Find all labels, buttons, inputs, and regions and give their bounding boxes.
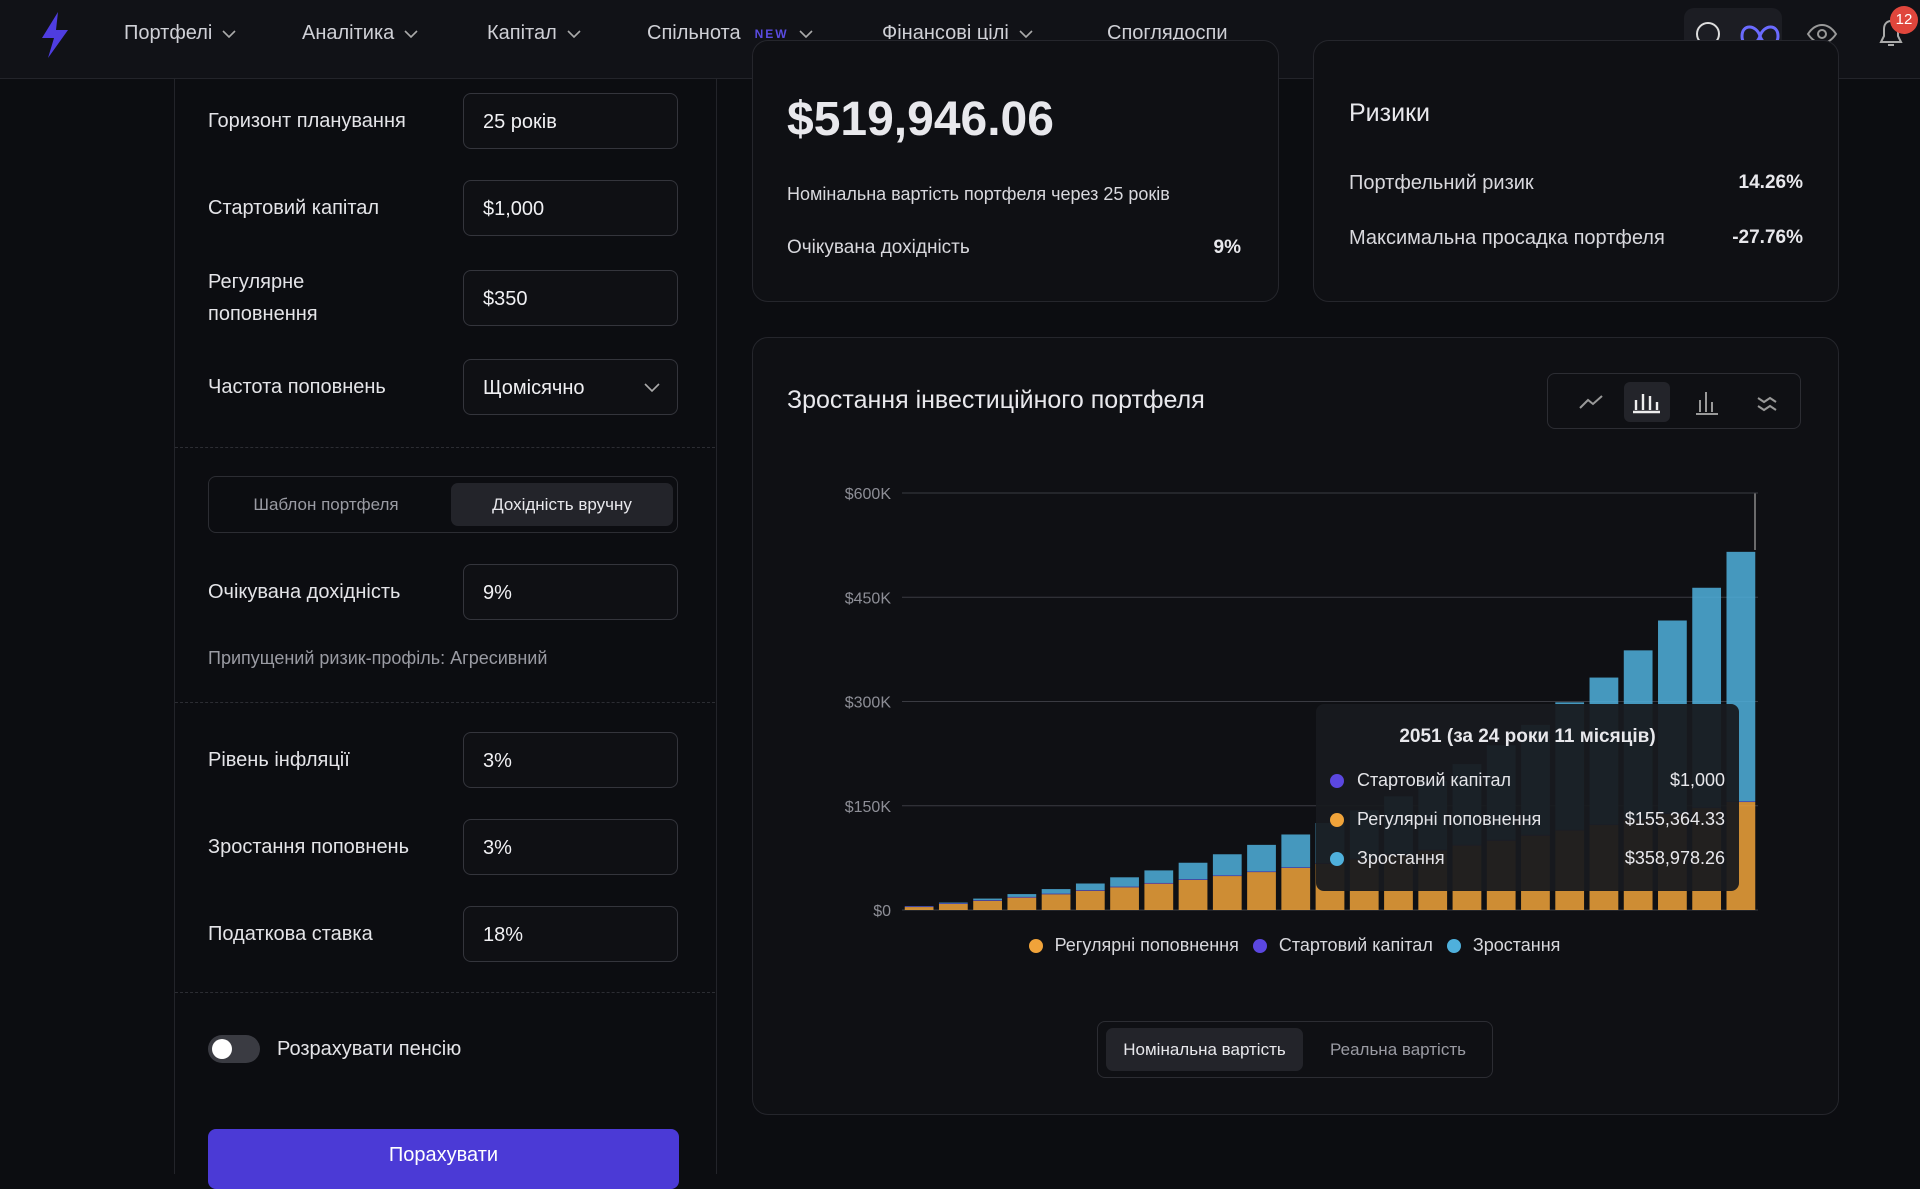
tooltip-value: $155,364.33 xyxy=(1625,809,1725,830)
legend-label: Стартовий капітал xyxy=(1279,935,1433,956)
tooltip-dot xyxy=(1330,774,1344,788)
legend-swatch xyxy=(1253,939,1267,953)
bar-segment xyxy=(1213,875,1242,876)
bar-segment xyxy=(1281,867,1310,868)
bar-segment xyxy=(1042,894,1071,895)
bar-segment xyxy=(1281,834,1310,867)
tooltip-name: Регулярні поповнення xyxy=(1357,809,1541,830)
bar-segment xyxy=(973,899,1002,901)
bar-segment xyxy=(1179,863,1208,879)
legend-label: Зростання xyxy=(1473,935,1561,956)
bar-segment xyxy=(973,901,1002,910)
bar-segment xyxy=(973,900,1002,901)
bar-segment xyxy=(1213,876,1242,910)
bar-segment xyxy=(1042,889,1071,893)
legend: Регулярні поповнення Стартовий капітал Зро… xyxy=(752,935,1837,956)
bar-segment xyxy=(905,906,934,907)
bar-segment xyxy=(1076,890,1105,891)
bar-segment xyxy=(1144,870,1173,883)
legend-item: Зростання xyxy=(1447,935,1561,956)
bar-segment xyxy=(1247,871,1276,872)
bar-segment xyxy=(1179,880,1208,910)
legend-item: Стартовий капітал xyxy=(1253,935,1433,956)
bar-segment xyxy=(1144,884,1173,910)
bar-segment xyxy=(1042,894,1071,910)
y-tick-label: $450K xyxy=(845,590,892,607)
bar-segment xyxy=(1247,872,1276,910)
bar-segment xyxy=(1179,879,1208,880)
tooltip-name: Зростання xyxy=(1357,848,1445,869)
bar-segment xyxy=(1076,891,1105,910)
legend-item: Регулярні поповнення xyxy=(1029,935,1239,956)
bar-segment xyxy=(939,903,968,904)
tooltip-row: Стартовий капітал $1,000 xyxy=(1330,768,1725,794)
tooltip-title: 2051 (за 24 роки 11 місяців) xyxy=(1316,726,1739,748)
tooltip-dot xyxy=(1330,852,1344,866)
tooltip-name: Стартовий капітал xyxy=(1357,770,1511,791)
bar-segment xyxy=(1007,894,1036,897)
bar-segment xyxy=(1247,845,1276,872)
bar-segment xyxy=(1007,897,1036,898)
view-option-active[interactable]: Номінальна вартість xyxy=(1106,1028,1303,1071)
tooltip-row: Зростання $358,978.26 xyxy=(1330,846,1725,872)
bar-segment xyxy=(1110,887,1139,910)
bar-segment xyxy=(1007,898,1036,910)
view-toggle: Номінальна вартість Реальна вартість xyxy=(1097,1021,1493,1078)
bar-segment xyxy=(939,903,968,904)
tooltip-row: Регулярні поповнення $155,364.33 xyxy=(1330,807,1725,833)
legend-label: Регулярні поповнення xyxy=(1055,935,1239,956)
bar-segment xyxy=(1076,884,1105,891)
tooltip-value: $358,978.26 xyxy=(1625,848,1725,869)
legend-swatch xyxy=(1029,939,1043,953)
y-tick-label: $150K xyxy=(845,799,892,816)
y-tick-label: $300K xyxy=(845,695,892,712)
tooltip-dot xyxy=(1330,813,1344,827)
bar-segment xyxy=(905,907,934,910)
bar-segment xyxy=(1281,868,1310,910)
bar-segment xyxy=(939,904,968,910)
legend-swatch xyxy=(1447,939,1461,953)
tooltip: 2051 (за 24 роки 11 місяців) Стартовий к… xyxy=(1316,704,1739,891)
y-tick-label: $600K xyxy=(845,486,892,503)
view-option[interactable]: Реальна вартість xyxy=(1310,1028,1486,1071)
bar-segment xyxy=(1213,854,1242,875)
y-tick-label: $0 xyxy=(873,903,891,920)
bar-segment xyxy=(1110,887,1139,888)
bar-segment xyxy=(1144,883,1173,884)
bar-segment xyxy=(1110,877,1139,886)
tooltip-value: $1,000 xyxy=(1670,770,1725,791)
